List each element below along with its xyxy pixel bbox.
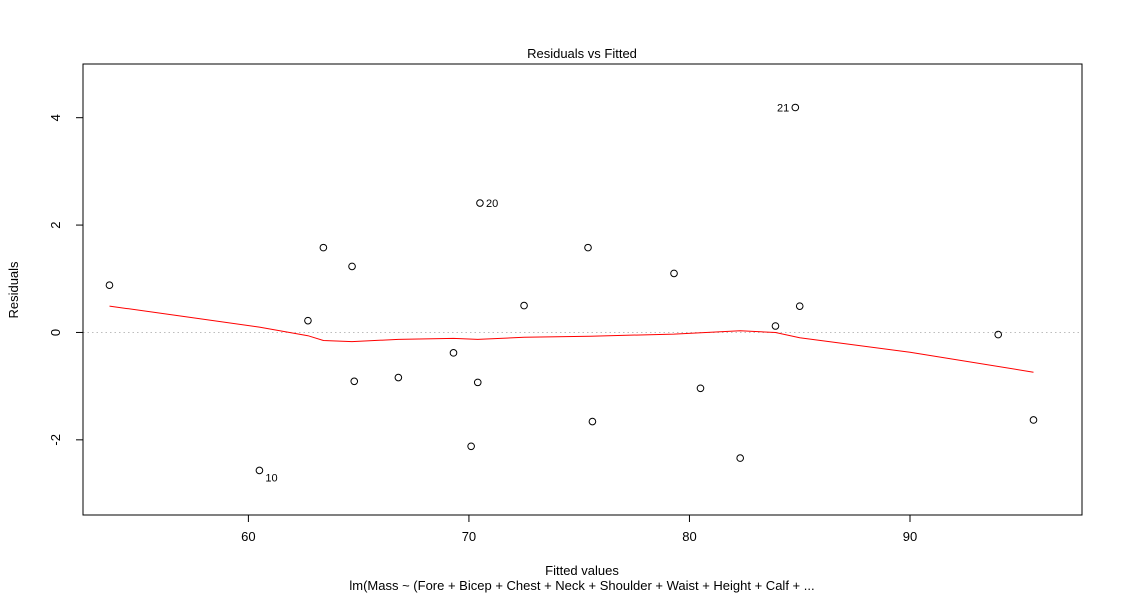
x-tick-label: 60 [241, 529, 255, 544]
residual-point [319, 243, 328, 252]
outlier-label: 20 [486, 198, 498, 210]
residual-point [473, 378, 482, 387]
residual-point [350, 377, 359, 386]
residual-point [791, 103, 800, 112]
chart-subtitle: lm(Mass ~ (Fore + Bicep + Chest + Neck +… [349, 578, 814, 593]
y-axis-label: Residuals [6, 261, 21, 319]
residual-point [771, 322, 780, 330]
point-labels: 10 20 21 [265, 102, 789, 484]
residual-point [994, 330, 1002, 339]
residual-point [520, 301, 528, 310]
residual-points [105, 103, 1038, 475]
plot-frame [82, 63, 1083, 516]
x-axis: 60 70 80 90 [241, 514, 917, 544]
residual-point [1029, 416, 1038, 424]
x-axis-label: Fitted values [545, 563, 619, 578]
residual-point [467, 442, 475, 451]
residual-point [348, 262, 356, 271]
residual-point [696, 384, 705, 393]
residual-point [588, 417, 597, 426]
outlier-label: 21 [777, 102, 789, 114]
residual-point [304, 316, 312, 325]
x-tick-label: 90 [903, 529, 917, 544]
y-tick-label: 4 [48, 114, 63, 121]
residual-point [670, 269, 678, 278]
y-tick-label: 0 [48, 329, 63, 336]
residual-point [584, 243, 592, 252]
y-tick-label: 2 [48, 221, 63, 228]
chart-title: Residuals vs Fitted [527, 46, 637, 61]
residual-point [736, 454, 744, 462]
outlier-label: 10 [265, 472, 277, 484]
residual-point [394, 373, 403, 382]
lowess-smoother-line [109, 305, 1034, 373]
residual-point [476, 199, 484, 207]
y-tick-label: -2 [48, 434, 63, 446]
residual-point [105, 281, 114, 290]
x-tick-label: 80 [682, 529, 696, 544]
residual-point [449, 349, 458, 357]
residual-point [255, 466, 264, 475]
x-tick-label: 70 [462, 529, 476, 544]
residual-point [795, 302, 804, 310]
y-axis: -2 0 2 4 [48, 114, 84, 446]
